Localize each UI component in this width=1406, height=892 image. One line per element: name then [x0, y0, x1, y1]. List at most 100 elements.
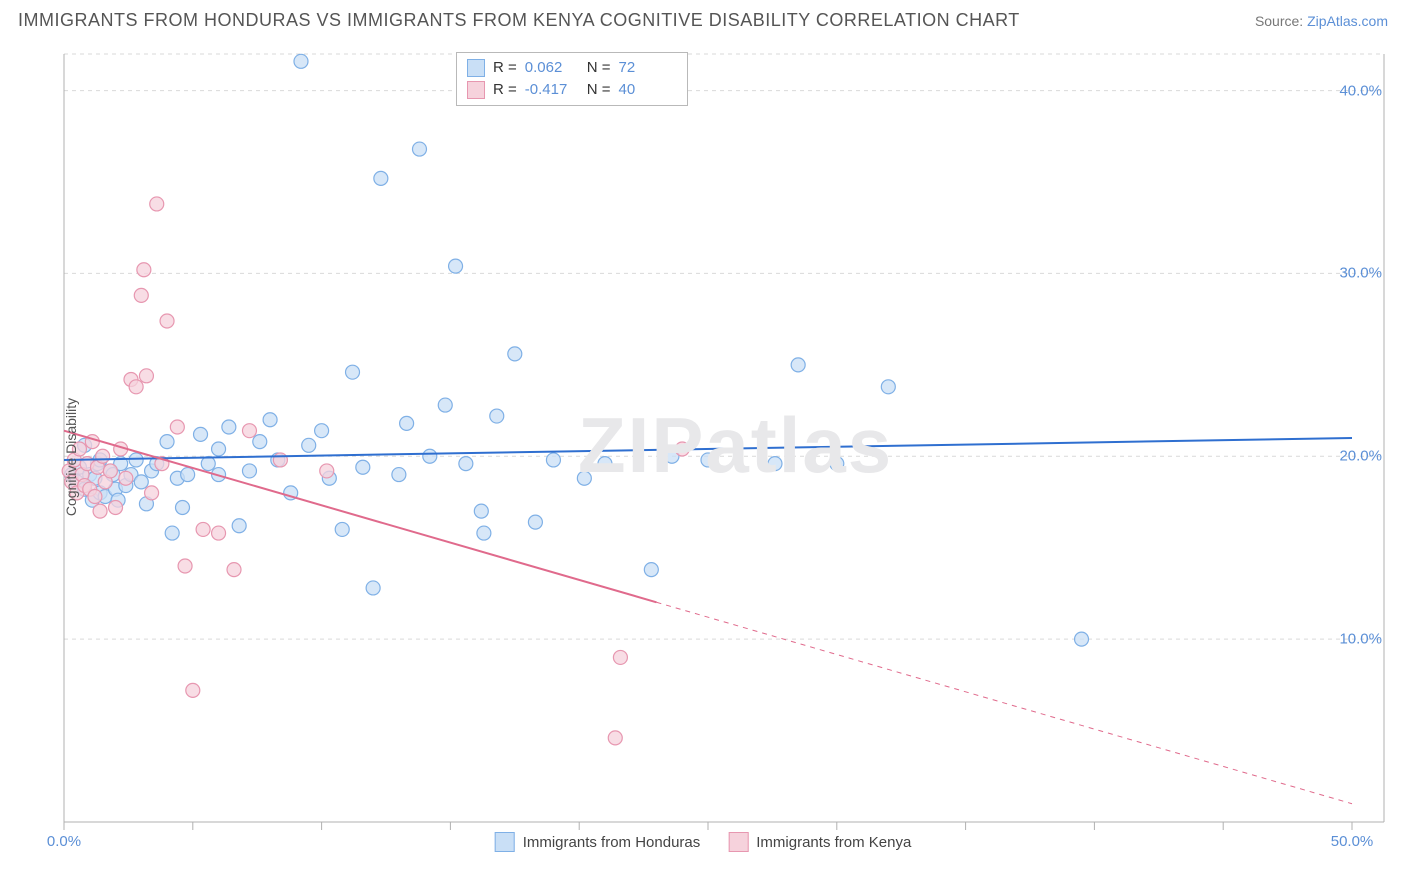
stats-swatch: [467, 59, 485, 77]
y-tick-label: 20.0%: [1339, 448, 1382, 465]
data-point: [490, 409, 504, 423]
data-point: [134, 288, 148, 302]
legend-swatch: [495, 832, 515, 852]
data-point: [194, 427, 208, 441]
x-tick-label: 0.0%: [47, 833, 81, 850]
data-point: [242, 464, 256, 478]
data-point: [474, 504, 488, 518]
data-point: [186, 683, 200, 697]
data-point: [356, 460, 370, 474]
data-point: [613, 650, 627, 664]
y-tick-label: 10.0%: [1339, 631, 1382, 648]
data-point: [212, 526, 226, 540]
data-point: [212, 442, 226, 456]
data-point: [178, 559, 192, 573]
data-point: [222, 420, 236, 434]
data-point: [598, 457, 612, 471]
data-point: [423, 449, 437, 463]
source-link[interactable]: ZipAtlas.com: [1307, 13, 1388, 29]
legend-swatch: [728, 832, 748, 852]
data-point: [644, 563, 658, 577]
legend-item: Immigrants from Honduras: [495, 832, 701, 852]
legend-label: Immigrants from Honduras: [523, 834, 701, 851]
regression-line-extrapolated: [656, 602, 1352, 803]
data-point: [227, 563, 241, 577]
data-point: [134, 475, 148, 489]
data-point: [129, 453, 143, 467]
data-point: [791, 358, 805, 372]
data-point: [477, 526, 491, 540]
data-point: [701, 453, 715, 467]
stat-r-label: R =: [493, 57, 517, 79]
stats-row: R = -0.417 N = 40: [467, 79, 673, 101]
data-point: [242, 424, 256, 438]
data-point: [170, 420, 184, 434]
data-point: [449, 259, 463, 273]
data-point: [335, 522, 349, 536]
data-point: [881, 380, 895, 394]
data-point: [320, 464, 334, 478]
stat-r-value: 0.062: [525, 57, 579, 79]
data-point: [139, 369, 153, 383]
legend-item: Immigrants from Kenya: [728, 832, 911, 852]
data-point: [1075, 632, 1089, 646]
data-point: [346, 365, 360, 379]
stat-n-label: N =: [587, 79, 611, 101]
data-point: [160, 314, 174, 328]
data-point: [528, 515, 542, 529]
data-point: [546, 453, 560, 467]
data-point: [109, 500, 123, 514]
data-point: [374, 171, 388, 185]
stat-r-value: -0.417: [525, 79, 579, 101]
data-point: [165, 526, 179, 540]
stat-n-value: 40: [619, 79, 673, 101]
data-point: [103, 464, 117, 478]
x-tick-label: 50.0%: [1331, 833, 1374, 850]
stat-n-value: 72: [619, 57, 673, 79]
data-point: [93, 504, 107, 518]
data-point: [400, 416, 414, 430]
data-point: [181, 468, 195, 482]
chart-title: IMMIGRANTS FROM HONDURAS VS IMMIGRANTS F…: [18, 10, 1020, 31]
data-point: [129, 380, 143, 394]
data-point: [366, 581, 380, 595]
series-legend: Immigrants from Honduras Immigrants from …: [495, 832, 912, 852]
data-point: [768, 457, 782, 471]
stats-swatch: [467, 81, 485, 99]
data-point: [137, 263, 151, 277]
data-point: [412, 142, 426, 156]
data-point: [150, 197, 164, 211]
data-point: [145, 486, 159, 500]
data-point: [96, 449, 110, 463]
data-point: [577, 471, 591, 485]
data-point: [830, 457, 844, 471]
scatter-plot: [18, 40, 1388, 874]
data-point: [302, 438, 316, 452]
stat-r-label: R =: [493, 79, 517, 101]
data-point: [175, 500, 189, 514]
stat-n-label: N =: [587, 57, 611, 79]
data-point: [438, 398, 452, 412]
y-axis-label: Cognitive Disability: [63, 398, 79, 516]
data-point: [88, 490, 102, 504]
correlation-stats-box: R = 0.062 N = 72 R = -0.417 N = 40: [456, 52, 688, 106]
stats-row: R = 0.062 N = 72: [467, 57, 673, 79]
data-point: [392, 468, 406, 482]
data-point: [294, 54, 308, 68]
source-attribution: Source: ZipAtlas.com: [1255, 13, 1388, 29]
data-point: [459, 457, 473, 471]
data-point: [508, 347, 522, 361]
data-point: [232, 519, 246, 533]
legend-label: Immigrants from Kenya: [756, 834, 911, 851]
data-point: [201, 457, 215, 471]
chart-container: Cognitive Disability ZIPatlas R =0.062N …: [18, 40, 1388, 874]
y-tick-label: 40.0%: [1339, 82, 1382, 99]
data-point: [608, 731, 622, 745]
y-tick-label: 30.0%: [1339, 265, 1382, 282]
data-point: [253, 435, 267, 449]
data-point: [273, 453, 287, 467]
data-point: [263, 413, 277, 427]
data-point: [315, 424, 329, 438]
data-point: [119, 471, 133, 485]
data-point: [196, 522, 210, 536]
